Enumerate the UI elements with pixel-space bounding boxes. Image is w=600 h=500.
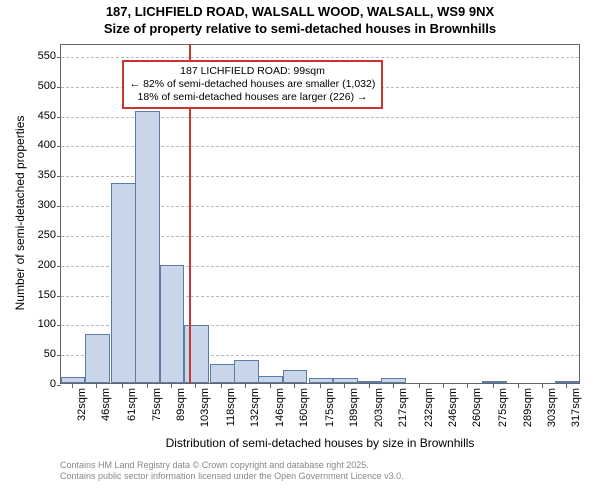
x-axis-label: Distribution of semi-detached houses by … [60,436,580,450]
x-tick-label: 103sqm [199,388,211,427]
histogram-bar [85,334,110,383]
annotation-line-1: 187 LICHFIELD ROAD: 99sqm [130,65,376,78]
x-tick-label: 46sqm [100,388,112,421]
x-tick-label: 317sqm [570,388,582,427]
x-tick-label: 260sqm [471,388,483,427]
y-tick-label: 50 [0,348,56,360]
y-tick-label: 200 [0,259,56,271]
y-tick-label: 300 [0,199,56,211]
x-tick-label: 89sqm [175,388,187,421]
y-tick-label: 0 [0,378,56,390]
plot-area: 187 LICHFIELD ROAD: 99sqm ← 82% of semi-… [60,44,580,384]
x-tick-label: 289sqm [522,388,534,427]
histogram-bar [309,378,334,383]
title-line-2: Size of property relative to semi-detach… [0,21,600,38]
histogram-bar [555,381,580,383]
histogram-bar [210,364,235,383]
chart-container: 187, LICHFIELD ROAD, WALSALL WOOD, WALSA… [0,0,600,500]
y-tick-label: 150 [0,289,56,301]
y-tick-label: 550 [0,50,56,62]
histogram-bar [234,360,259,383]
footer-credits: Contains HM Land Registry data © Crown c… [60,460,404,482]
x-tick-label: 75sqm [151,388,163,421]
histogram-bar [283,370,308,383]
grid-line [61,57,579,58]
x-tick-label: 132sqm [249,388,261,427]
x-tick-label: 203sqm [373,388,385,427]
footer-line-1: Contains HM Land Registry data © Crown c… [60,460,404,471]
x-tick-labels: 32sqm 46sqm 61sqm 75sqm 89sqm 103sqm 118sqm 132… [60,384,580,444]
x-tick-label: 118sqm [225,388,237,426]
x-tick-label: 175sqm [324,388,336,427]
y-tick-label: 450 [0,110,56,122]
histogram-bar [111,183,136,383]
histogram-bar [135,111,160,383]
x-tick-label: 146sqm [274,388,286,427]
x-tick-label: 275sqm [497,388,509,427]
x-tick-label: 32sqm [76,388,88,421]
histogram-bar [61,377,86,383]
annotation-line-2: ← 82% of semi-detached houses are smalle… [130,78,376,91]
histogram-bar [381,378,406,383]
annotation-box: 187 LICHFIELD ROAD: 99sqm ← 82% of semi-… [122,60,384,109]
chart-titles: 187, LICHFIELD ROAD, WALSALL WOOD, WALSA… [0,0,600,38]
y-tick-label: 100 [0,318,56,330]
footer-line-2: Contains public sector information licen… [60,471,404,482]
x-tick-label: 61sqm [126,388,138,421]
annotation-line-3: 18% of semi-detached houses are larger (… [130,91,376,104]
x-tick-label: 232sqm [423,388,435,427]
x-tick-label: 303sqm [546,388,558,427]
title-line-1: 187, LICHFIELD ROAD, WALSALL WOOD, WALSA… [0,4,600,21]
histogram-bar [357,381,382,383]
y-tick-label: 500 [0,80,56,92]
histogram-bar [160,265,185,383]
histogram-bar [482,381,507,383]
histogram-bar [258,376,283,383]
x-tick-label: 160sqm [298,388,310,427]
x-tick-label: 217sqm [397,388,409,427]
y-tick-label: 350 [0,169,56,181]
y-tick-label: 250 [0,229,56,241]
x-tick-label: 246sqm [447,388,459,427]
y-tick-label: 400 [0,139,56,151]
x-tick-label: 189sqm [348,388,360,427]
y-tick-labels: 050100150200250300350400450500550 [0,44,60,384]
histogram-bar [184,325,209,383]
histogram-bar [333,378,358,383]
